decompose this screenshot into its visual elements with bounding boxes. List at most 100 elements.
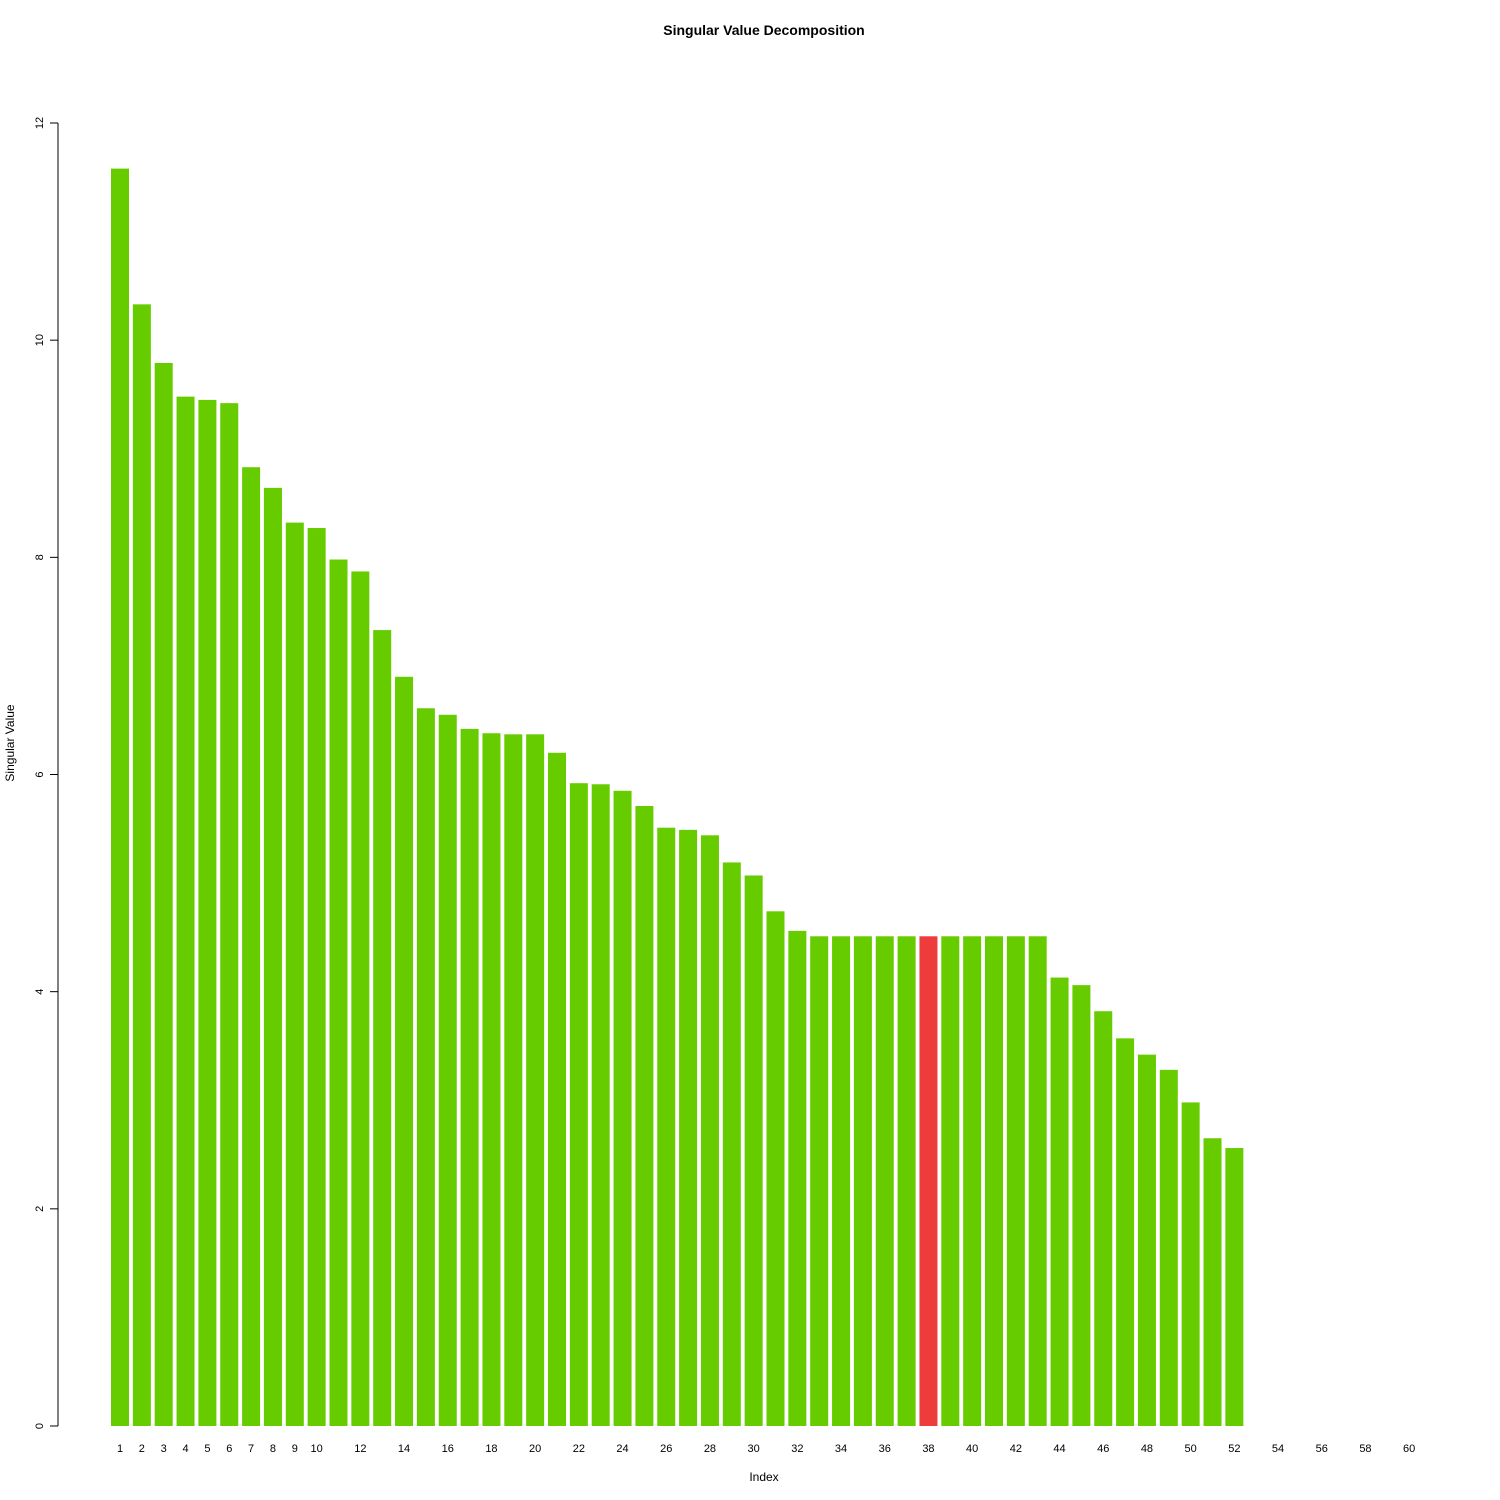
bar-23 xyxy=(591,784,610,1426)
x-axis: 1 2 3 4 5 6 7 8 9 10 12 14 16 18 20 22 24 26 28 30 32 34 36 38 4… xyxy=(117,1443,1415,1455)
y-tick-label: 4 xyxy=(34,989,46,995)
x-tick-label: 24 xyxy=(616,1443,628,1455)
y-tick-label: 12 xyxy=(34,117,46,129)
bar-48 xyxy=(1137,1054,1156,1426)
bar-44 xyxy=(1050,977,1069,1426)
x-tick-label: 7 xyxy=(248,1443,254,1455)
bar-8 xyxy=(263,487,282,1427)
chart-title: Singular Value Decomposition xyxy=(663,22,864,38)
x-tick-label: 40 xyxy=(966,1443,978,1455)
bar-40 xyxy=(963,936,982,1426)
x-tick-label: 10 xyxy=(311,1443,323,1455)
x-tick-label: 2 xyxy=(139,1443,145,1455)
bar-19 xyxy=(504,734,523,1426)
x-tick-label: 5 xyxy=(204,1443,210,1455)
bar-3 xyxy=(154,362,173,1427)
x-tick-label: 50 xyxy=(1185,1443,1197,1455)
y-tick-label: 0 xyxy=(34,1423,46,1429)
bar-45 xyxy=(1072,985,1091,1426)
bar-18 xyxy=(482,733,501,1426)
y-tick-label: 6 xyxy=(34,771,46,777)
bar-11 xyxy=(329,559,348,1426)
x-tick-label: 6 xyxy=(226,1443,232,1455)
bars xyxy=(111,168,1244,1427)
bar-26 xyxy=(657,827,676,1426)
bar-49 xyxy=(1159,1069,1178,1426)
bar-32 xyxy=(788,930,807,1426)
bar-39 xyxy=(941,936,960,1426)
x-axis-label: Index xyxy=(749,1470,778,1484)
x-tick-label: 56 xyxy=(1316,1443,1328,1455)
x-tick-label: 20 xyxy=(529,1443,541,1455)
bar-33 xyxy=(810,936,829,1426)
x-tick-label: 28 xyxy=(704,1443,716,1455)
bar-15 xyxy=(416,708,435,1426)
x-tick-label: 3 xyxy=(161,1443,167,1455)
x-tick-label: 38 xyxy=(922,1443,934,1455)
x-tick-label: 14 xyxy=(398,1443,410,1455)
x-tick-label: 58 xyxy=(1359,1443,1371,1455)
bar-46 xyxy=(1094,1011,1113,1426)
y-tick-label: 2 xyxy=(34,1206,46,1212)
bar-4 xyxy=(176,396,195,1426)
bar-17 xyxy=(460,728,479,1426)
bar-13 xyxy=(373,630,392,1426)
bar-12 xyxy=(351,571,370,1426)
bar-29 xyxy=(722,862,741,1426)
x-tick-label: 4 xyxy=(182,1443,188,1455)
bar-34 xyxy=(832,936,851,1426)
x-tick-label: 30 xyxy=(748,1443,760,1455)
y-axis: 0 2 4 6 8 10 12 xyxy=(34,117,59,1429)
bar-21 xyxy=(548,752,566,1426)
x-tick-label: 22 xyxy=(573,1443,585,1455)
x-tick-label: 42 xyxy=(1010,1443,1022,1455)
bar-50 xyxy=(1181,1102,1200,1426)
x-tick-label: 16 xyxy=(442,1443,454,1455)
bar-16 xyxy=(438,714,457,1426)
bar-38 xyxy=(919,936,938,1426)
bar-2 xyxy=(132,304,151,1427)
x-tick-label: 60 xyxy=(1403,1443,1415,1455)
bar-9 xyxy=(285,522,304,1426)
x-tick-label: 12 xyxy=(354,1443,366,1455)
bar-37 xyxy=(897,936,916,1426)
bar-31 xyxy=(766,911,785,1426)
y-tick-label: 8 xyxy=(34,554,46,560)
x-tick-label: 46 xyxy=(1097,1443,1109,1455)
bar-22 xyxy=(569,783,588,1426)
bar-1 xyxy=(111,168,129,1427)
bar-52 xyxy=(1225,1148,1244,1426)
bar-35 xyxy=(853,936,872,1426)
bar-42 xyxy=(1006,936,1025,1426)
y-tick-label: 10 xyxy=(34,334,46,346)
x-tick-label: 9 xyxy=(292,1443,298,1455)
x-tick-label: 48 xyxy=(1141,1443,1153,1455)
y-axis-label: Singular Value xyxy=(3,704,17,781)
bar-25 xyxy=(635,805,654,1426)
x-tick-label: 1 xyxy=(117,1443,123,1455)
bar-30 xyxy=(744,875,763,1426)
bar-14 xyxy=(395,676,414,1426)
bar-6 xyxy=(220,403,239,1426)
bar-47 xyxy=(1116,1038,1135,1426)
bar-28 xyxy=(700,835,719,1426)
x-tick-label: 36 xyxy=(879,1443,891,1455)
x-tick-label: 54 xyxy=(1272,1443,1284,1455)
x-tick-label: 32 xyxy=(791,1443,803,1455)
bar-7 xyxy=(242,467,261,1427)
x-tick-label: 18 xyxy=(485,1443,497,1455)
bar-51 xyxy=(1203,1138,1222,1426)
x-tick-label: 34 xyxy=(835,1443,847,1455)
bar-27 xyxy=(679,829,698,1426)
bar-10 xyxy=(307,528,326,1426)
bar-5 xyxy=(198,399,217,1426)
bar-41 xyxy=(985,936,1003,1426)
bar-36 xyxy=(875,936,894,1426)
x-tick-label: 52 xyxy=(1228,1443,1240,1455)
bar-20 xyxy=(526,734,545,1426)
x-tick-label: 26 xyxy=(660,1443,672,1455)
bar-43 xyxy=(1028,936,1047,1426)
x-tick-label: 8 xyxy=(270,1443,276,1455)
bar-24 xyxy=(613,790,632,1426)
